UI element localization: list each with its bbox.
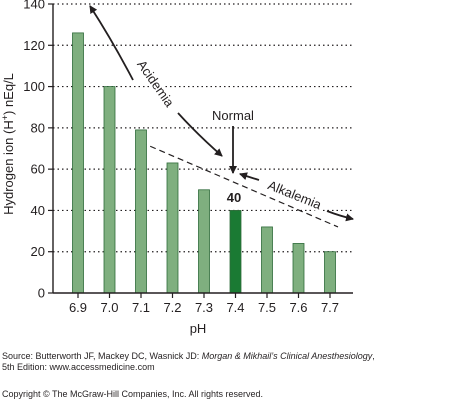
- alkalemia-arrow-lower: [326, 210, 354, 222]
- chart-area: 0 20 40 60 80 100 120 140 6.9 7.0 7.1 7.2 7.3 7.4 7.5 7…: [0, 0, 354, 336]
- bar: [103, 86, 116, 294]
- ticks-layer: 0 20 40 60 80 100 120 140 6.9 7.0 7.1 7.2 7.3 7.4 7.5 7…: [23, 0, 339, 315]
- bar: [166, 162, 179, 294]
- source-suffix: ,: [372, 351, 375, 361]
- bars-layer: [72, 32, 336, 294]
- bar: [292, 243, 305, 294]
- x-tick-label: 7.1: [132, 300, 150, 315]
- trend-line: [140, 141, 339, 228]
- bar: [135, 129, 147, 294]
- y-tick-label: 60: [31, 162, 45, 177]
- x-tick-label: 7.2: [163, 300, 181, 315]
- y-tick-label: 0: [38, 286, 45, 301]
- x-tick-label: 7.3: [195, 300, 213, 315]
- normal-label: Normal: [212, 108, 254, 123]
- acidemia-arrow: [89, 5, 134, 81]
- acidemia-label: Acidemia: [134, 57, 177, 110]
- x-tick-label: 7.4: [226, 300, 244, 315]
- source-edition: 5th Edition: www.accessmedicine.com: [2, 362, 155, 372]
- y-tick-label: 100: [23, 79, 45, 94]
- copyright-text: Copyright © The McGraw-Hill Companies, I…: [2, 389, 264, 399]
- source-title: Morgan & Mikhail’s Clinical Anesthesiolo…: [201, 351, 373, 361]
- alkalemia-label: Alkalemia: [266, 177, 325, 212]
- x-tick-label: 6.9: [69, 300, 87, 315]
- y-tick-label: 40: [31, 203, 45, 218]
- y-axis-label-part-3: ) nEq/L: [1, 73, 16, 115]
- bar-highlighted: [229, 210, 242, 294]
- y-tick-label: 80: [31, 120, 45, 135]
- chart-svg: 0 20 40 60 80 100 120 140 6.9 7.0 7.1 7.2 7.3 7.4 7.5 7…: [0, 0, 354, 336]
- y-tick-label: 140: [23, 0, 45, 12]
- bar: [72, 32, 84, 294]
- bar: [198, 189, 210, 294]
- y-axis-label-part-1: Hydrogen ion (H: [1, 120, 16, 215]
- y-axis-label-superscript: +: [0, 115, 10, 120]
- source-prefix: Source: Butterworth JF, Mackey DC, Wasni…: [2, 351, 202, 361]
- x-tick-label: 7.0: [100, 300, 118, 315]
- x-tick-label: 7.7: [321, 300, 339, 315]
- source-citation: Source: Butterworth JF, Mackey DC, Wasni…: [2, 351, 464, 373]
- bar: [261, 226, 273, 294]
- y-axis-label: Hydrogen ion (H+) nEq/L: [0, 73, 16, 215]
- normal-value-label: 40: [227, 190, 241, 205]
- acidemia-arrow-lower: [177, 112, 223, 157]
- y-tick-label: 20: [31, 244, 45, 259]
- trend-layer: [140, 141, 339, 228]
- y-tick-label: 120: [23, 38, 45, 53]
- axes-layer: [52, 4, 353, 294]
- alkalemia-arrow-upper: [239, 172, 260, 181]
- x-axis-label: pH: [190, 321, 207, 336]
- x-tick-label: 7.5: [258, 300, 276, 315]
- copyright-notice: Copyright © The McGraw-Hill Companies, I…: [2, 389, 263, 400]
- bar: [324, 251, 336, 294]
- x-tick-label: 7.6: [289, 300, 307, 315]
